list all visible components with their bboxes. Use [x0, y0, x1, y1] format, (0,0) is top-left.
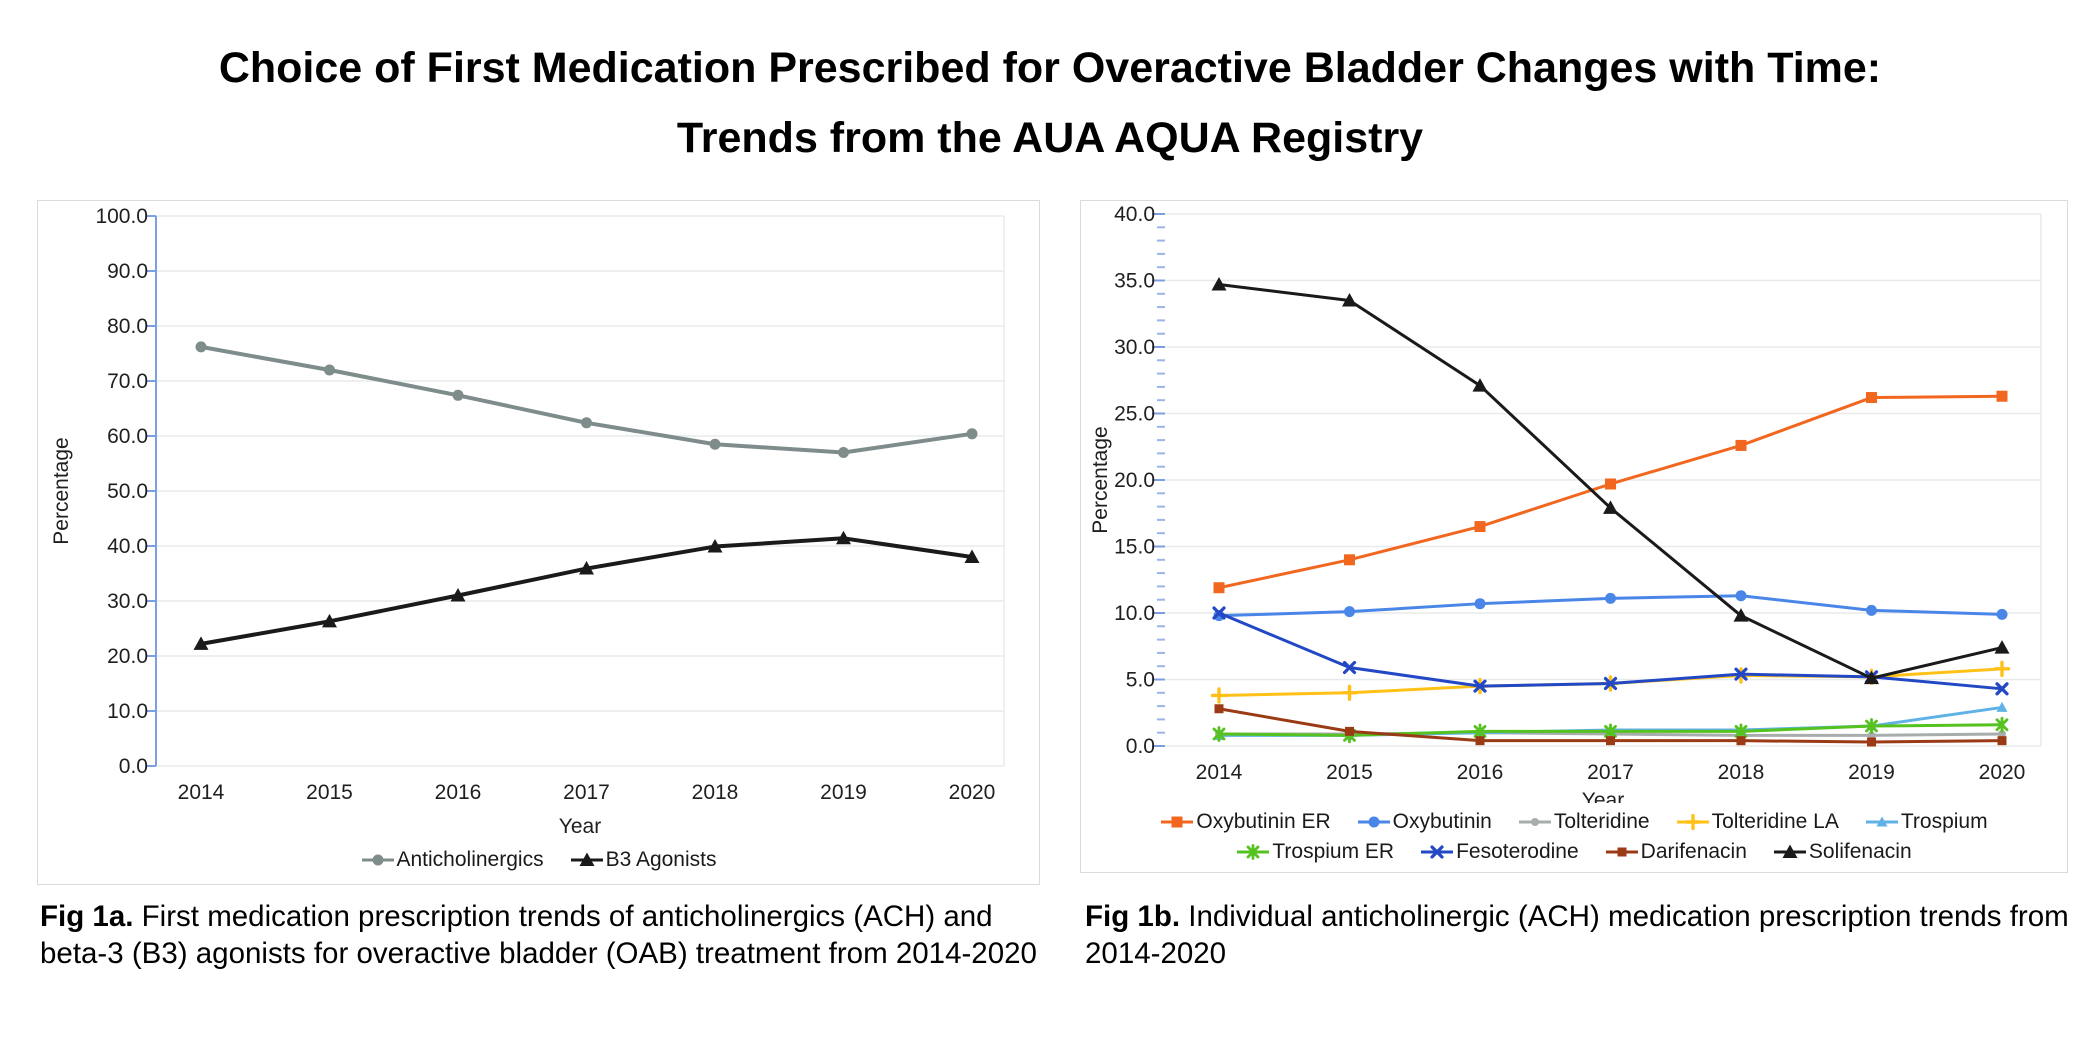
- y-tick-label: 50.0: [107, 480, 148, 503]
- y-tick-label: 40.0: [1114, 203, 1155, 226]
- y-tick-label: 100.0: [95, 205, 148, 228]
- y-axis-title: Percentage: [1089, 426, 1112, 533]
- legend-item-tolteridine-la: Tolteridine LA: [1676, 807, 1839, 837]
- legend-item-tolteridine: Tolteridine: [1518, 807, 1650, 837]
- y-tick-label: 60.0: [107, 425, 148, 448]
- x-tick-label: 2018: [1718, 761, 1765, 784]
- legend-item-b3-agonists: B3 Agonists: [570, 845, 717, 875]
- legend-marker-darifenacin: [1605, 847, 1638, 857]
- legend-item-oxybutinin-er: Oxybutinin ER: [1160, 807, 1331, 837]
- y-tick-label: 20.0: [1114, 469, 1155, 492]
- page-title-line2: Trends from the AUA AQUA Registry: [676, 113, 1424, 162]
- fig1a-legend: Anticholinergics B3 Agonists: [38, 845, 1039, 875]
- legend-item-solifenacin: Solifenacin: [1773, 837, 1912, 867]
- legend-label: Fesoterodine: [1456, 840, 1579, 863]
- series-line-oxybutinin-er: [1217, 394, 2004, 590]
- x-axis-title: Year: [1582, 789, 1624, 803]
- legend-label: B3 Agonists: [605, 848, 717, 871]
- fig1b-caption-text: Individual anticholinergic (ACH) medicat…: [1085, 900, 2069, 971]
- x-tick-label: 2017: [1587, 761, 1634, 784]
- legend-label: Tolteridine: [1553, 810, 1650, 833]
- x-tick-label: 2015: [306, 781, 353, 804]
- x-tick-label: 2019: [820, 781, 867, 804]
- x-tick-label: 2017: [563, 781, 610, 804]
- x-tick-label: 2016: [435, 781, 482, 804]
- x-tick-label: 2014: [1196, 761, 1243, 784]
- legend-item-anticholinergics: Anticholinergics: [361, 845, 544, 875]
- fig1b-chart: 0.0 5.0 10.0 15.0 20.0 25.0 30.0 35.0 40.0 2014 20…: [1089, 203, 2042, 803]
- y-tick-label: 80.0: [107, 315, 148, 338]
- fig1b-legend: Oxybutinin ER Oxybutinin Tolteridine Tolter…: [1081, 807, 2067, 867]
- series-line-b3-agonists: [199, 536, 974, 646]
- y-axis-title: Percentage: [50, 437, 73, 544]
- legend-item-oxybutinin: Oxybutinin: [1357, 807, 1492, 837]
- legend-marker-trospium: [1865, 816, 1898, 827]
- x-tick-label: 2014: [178, 781, 225, 804]
- legend-marker-oxybutinin-er: [1161, 816, 1194, 828]
- x-tick-label: 2016: [1457, 761, 1504, 784]
- fig1a-caption-text: First medication prescription trends of …: [40, 900, 1037, 971]
- legend-row: Anticholinergics B3 Agonists: [361, 845, 717, 875]
- page-title-line1: Choice of First Medication Prescribed fo…: [218, 44, 1882, 92]
- y-tick-label: 20.0: [107, 645, 148, 668]
- x-tick-label: 2020: [1979, 761, 2026, 784]
- y-tick-label: 30.0: [107, 590, 148, 613]
- fig1a-chart: 0.0 10.0 20.0 30.0 40.0 50.0 60.0 70.0 80.0 90.0 1…: [50, 205, 1005, 838]
- legend-label: Oxybutinin: [1392, 810, 1492, 833]
- y-tick-label: 90.0: [107, 260, 148, 283]
- x-tick-label: 2015: [1326, 761, 1373, 784]
- x-tick-label: 2018: [692, 781, 739, 804]
- fig1b-caption-label: Fig 1b.: [1085, 900, 1181, 933]
- legend-row: Trospium ER Fesoterodine Darifenacin Solife…: [1236, 837, 1912, 867]
- x-tick-label: 2019: [1848, 761, 1895, 784]
- fig1a-panel: 0.0 10.0 20.0 30.0 40.0 50.0 60.0 70.0 80.0 90.0 1…: [37, 200, 1040, 885]
- legend-label: Oxybutinin ER: [1196, 810, 1331, 833]
- y-tick-label: 70.0: [107, 370, 148, 393]
- legend-marker-fesoterodine: [1421, 845, 1454, 859]
- legend-item-trospium-er: Trospium ER: [1236, 837, 1394, 867]
- y-tick-label: 10.0: [107, 700, 148, 723]
- x-tick-label: 2020: [949, 781, 996, 804]
- legend-label: Darifenacin: [1640, 840, 1747, 863]
- legend-marker-oxybutinin: [1357, 816, 1390, 828]
- legend-item-trospium: Trospium: [1865, 807, 1988, 837]
- legend-label: Tolteridine LA: [1711, 810, 1839, 833]
- legend-row: Oxybutinin ER Oxybutinin Tolteridine Tolter…: [1160, 807, 1988, 837]
- legend-marker-anticholinergics: [361, 854, 394, 866]
- legend-marker-b3-agonists: [570, 852, 603, 866]
- legend-label: Trospium ER: [1272, 840, 1395, 863]
- legend-label: Trospium: [1900, 810, 1988, 833]
- y-tick-label: 40.0: [107, 535, 148, 558]
- legend-label: Solifenacin: [1808, 840, 1912, 863]
- page-title: Choice of First Medication Prescribed fo…: [0, 34, 2100, 173]
- legend-marker-tolteridine: [1518, 818, 1551, 826]
- legend-item-fesoterodine: Fesoterodine: [1420, 837, 1579, 867]
- fig1b-panel: 0.0 5.0 10.0 15.0 20.0 25.0 30.0 35.0 40.0 2014 20…: [1080, 200, 2068, 873]
- y-tick-label: 5.0: [1126, 669, 1155, 692]
- y-tick-label: 15.0: [1114, 536, 1155, 559]
- y-tick-label: 30.0: [1114, 336, 1155, 359]
- legend-marker-tolteridine-la: [1676, 814, 1709, 830]
- fig1b-caption: Fig 1b. Individual anticholinergic (ACH)…: [1085, 898, 2075, 973]
- fig1a-caption-label: Fig 1a.: [40, 900, 134, 933]
- y-tick-label: 25.0: [1114, 403, 1155, 426]
- fig1a-caption: Fig 1a. First medication prescription tr…: [40, 898, 1052, 973]
- y-tick-label: 0.0: [119, 755, 148, 778]
- legend-item-darifenacin: Darifenacin: [1605, 837, 1747, 867]
- y-tick-label: 10.0: [1114, 602, 1155, 625]
- legend-marker-solifenacin: [1773, 844, 1806, 858]
- x-axis-title: Year: [559, 815, 601, 838]
- legend-marker-trospium-er: [1237, 844, 1270, 860]
- y-tick-label: 35.0: [1114, 270, 1155, 293]
- legend-label: Anticholinergics: [396, 848, 544, 871]
- y-tick-label: 0.0: [1126, 735, 1155, 758]
